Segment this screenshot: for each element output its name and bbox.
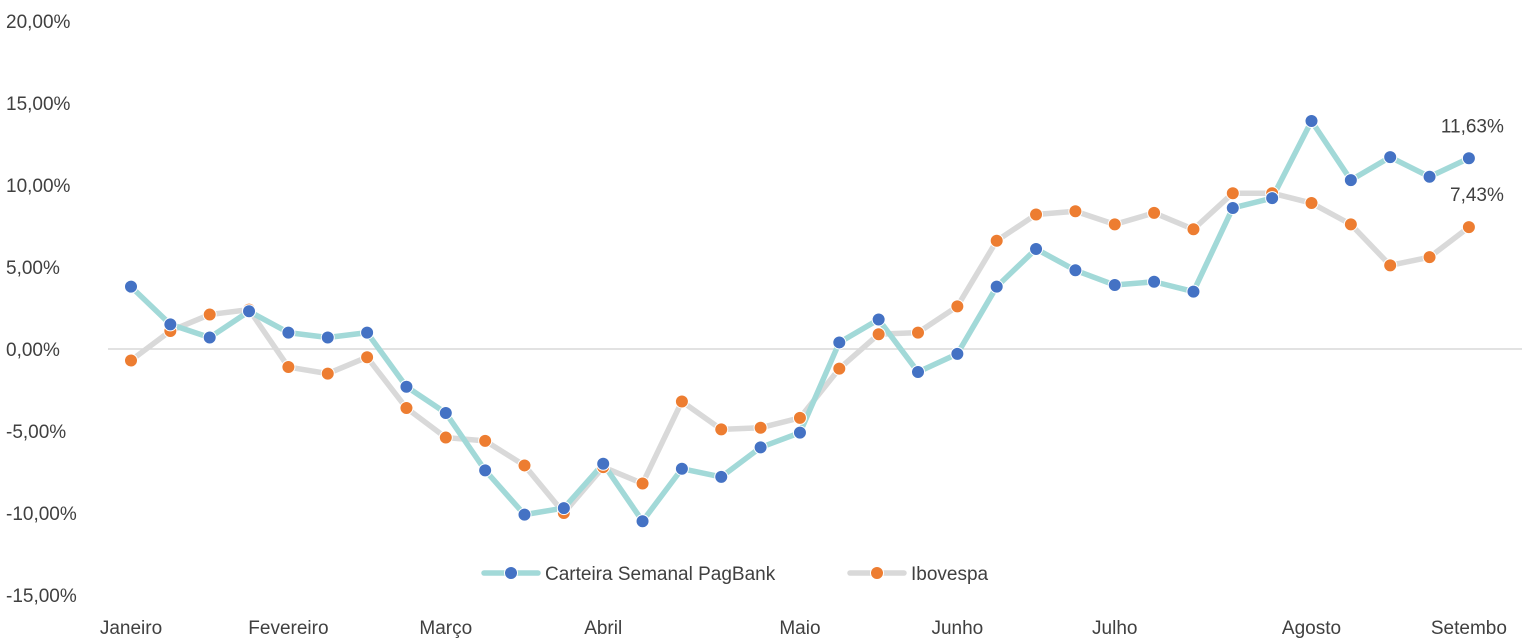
x-tick-label: Fevereiro [248, 618, 328, 638]
x-tick-label: Maio [779, 618, 820, 638]
data-point [989, 279, 1004, 294]
x-tick-label: Janeiro [100, 618, 162, 638]
data-point [124, 279, 138, 294]
data-point [635, 514, 650, 529]
data-point [1225, 200, 1240, 215]
legend-label: Carteira Semanal PagBank [545, 564, 776, 585]
data-point [320, 330, 335, 345]
data-point [281, 360, 296, 375]
data-point [1461, 151, 1476, 166]
data-point [1107, 217, 1122, 232]
data-point [753, 440, 768, 455]
y-tick-label: 20,00% [6, 12, 71, 33]
data-point [1343, 173, 1358, 188]
x-tick-label: Março [419, 618, 472, 638]
x-tick-label: Abril [584, 618, 622, 638]
data-point [1343, 217, 1358, 232]
legend-label: Ibovespa [911, 564, 989, 585]
data-point [1029, 207, 1044, 222]
data-point [1304, 196, 1319, 211]
data-point [911, 364, 925, 379]
data-point [1107, 278, 1122, 293]
y-tick-label: 15,00% [6, 94, 71, 115]
data-point [674, 394, 689, 409]
legend-marker [504, 566, 518, 580]
data-point [478, 433, 493, 448]
y-tick-label: 0,00% [6, 340, 60, 361]
series-line [128, 190, 1472, 516]
series-markers [124, 114, 1476, 529]
legend-item: Ibovespa [847, 564, 989, 585]
data-point [714, 469, 729, 484]
data-point [399, 401, 414, 416]
data-point [1186, 284, 1201, 299]
x-tick-label: Agosto [1282, 618, 1341, 638]
data-point [478, 463, 493, 478]
data-point [556, 501, 571, 516]
data-label: 11,63% [1441, 116, 1504, 137]
x-tick-label: Junho [931, 618, 983, 638]
data-point [911, 325, 925, 340]
data-point [1383, 258, 1398, 273]
data-point [320, 366, 335, 381]
y-tick-label: -15,00% [6, 586, 77, 607]
data-point [1186, 222, 1201, 237]
legend-marker [870, 566, 884, 580]
data-point [202, 330, 217, 345]
data-label: 7,43% [1450, 185, 1504, 206]
data-point [792, 410, 807, 425]
data-point [989, 233, 1004, 248]
data-point [1068, 263, 1083, 278]
data-point [163, 317, 178, 332]
data-point [1225, 186, 1240, 201]
legend: Carteira Semanal PagBank Ibovespa [481, 564, 989, 585]
data-point [202, 307, 217, 322]
data-point [714, 422, 729, 437]
data-point [399, 379, 414, 394]
data-point [674, 461, 689, 476]
data-point [1304, 114, 1319, 129]
data-point [832, 361, 847, 376]
end-labels: 11,63% 7,43% [1441, 116, 1504, 206]
y-tick-label: -10,00% [6, 504, 77, 525]
data-point [1147, 274, 1162, 289]
data-point [438, 405, 453, 420]
data-point [360, 350, 375, 365]
data-point [124, 353, 138, 368]
y-tick-label: 10,00% [6, 176, 71, 197]
data-point [871, 312, 886, 327]
data-point [950, 299, 965, 314]
data-point [792, 425, 807, 440]
data-point [1422, 250, 1437, 265]
legend-item: Carteira Semanal PagBank [481, 564, 776, 585]
data-point [1068, 204, 1083, 219]
data-point [517, 458, 532, 473]
data-point [596, 456, 611, 471]
data-point [1461, 220, 1476, 235]
data-point [1422, 169, 1437, 184]
series-line [128, 118, 1472, 524]
y-axis: 20,00% 15,00% 10,00% 5,00% 0,00% -5,00% -10,00… [6, 12, 77, 607]
data-point [1147, 205, 1162, 220]
data-point [360, 325, 375, 340]
data-point [242, 304, 257, 319]
data-point [950, 346, 965, 361]
data-point [1383, 150, 1398, 165]
data-point [832, 335, 847, 350]
x-axis: Janeiro Fevereiro Março Abril Maio Junho Julho… [100, 618, 1507, 638]
y-tick-label: -5,00% [6, 422, 66, 443]
data-point [753, 420, 768, 435]
data-point [1265, 191, 1280, 206]
x-tick-label: Setembo [1431, 618, 1507, 638]
data-point [1029, 241, 1044, 256]
y-tick-label: 5,00% [6, 258, 60, 279]
x-tick-label: Julho [1092, 618, 1137, 638]
data-point [438, 430, 453, 445]
data-point [281, 325, 296, 340]
data-point [635, 476, 650, 491]
data-point [517, 507, 532, 522]
series-lines [128, 118, 1472, 524]
data-point [871, 327, 886, 342]
